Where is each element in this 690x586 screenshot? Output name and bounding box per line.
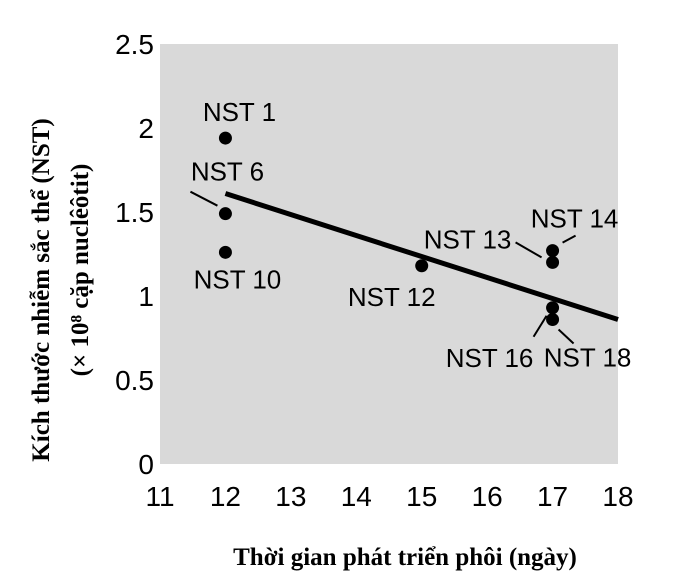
y-tick-label: 2.5 bbox=[115, 29, 154, 60]
data-point-nst-12 bbox=[415, 259, 429, 273]
label-nst-18: NST 18 bbox=[544, 343, 632, 373]
data-point-nst-16 bbox=[546, 301, 560, 315]
x-tick-label: 14 bbox=[341, 481, 372, 512]
data-point-nst-10 bbox=[218, 245, 232, 259]
label-nst-13: NST 13 bbox=[424, 224, 512, 254]
x-tick-label: 11 bbox=[145, 481, 174, 512]
label-nst-6: NST 6 bbox=[191, 157, 264, 187]
leader-line-nst-6 bbox=[189, 190, 218, 207]
leader-line-nst-13 bbox=[515, 241, 543, 259]
leader-line-nst-18 bbox=[557, 328, 575, 345]
data-point-nst-13 bbox=[546, 255, 560, 269]
y-tick-label: 0 bbox=[138, 449, 154, 480]
x-tick-label: 16 bbox=[472, 481, 503, 512]
leader-line-nst-14 bbox=[562, 234, 577, 244]
y-axis-title: Kích thước nhiễm sắc thể (NST) bbox=[28, 118, 55, 461]
label-nst-10: NST 10 bbox=[194, 264, 282, 294]
x-tick-label: 17 bbox=[537, 481, 568, 512]
x-tick-label: 18 bbox=[602, 481, 633, 512]
x-tick-label: 12 bbox=[210, 481, 241, 512]
label-nst-1: NST 1 bbox=[203, 97, 276, 127]
leader-line-nst-16 bbox=[532, 315, 548, 338]
data-point-nst-6 bbox=[218, 207, 232, 221]
data-point-nst-18 bbox=[546, 313, 560, 327]
y-tick-label: 1 bbox=[138, 281, 154, 312]
label-nst-16: NST 16 bbox=[446, 343, 534, 373]
x-axis-title: Thời gian phát triển phôi (ngày) bbox=[233, 544, 577, 571]
y-tick-label: 0.5 bbox=[115, 365, 154, 396]
x-tick-label: 13 bbox=[275, 481, 306, 512]
data-point-nst-1 bbox=[218, 131, 232, 145]
trend-line bbox=[224, 191, 619, 322]
data-point-nst-14 bbox=[546, 244, 560, 258]
y-axis-unit: (× 10⁸ cặp nuclêôtit) bbox=[67, 164, 94, 377]
y-tick-label: 2 bbox=[138, 113, 154, 144]
x-tick-label: 15 bbox=[406, 481, 437, 512]
label-nst-14: NST 14 bbox=[531, 204, 619, 234]
plot-area bbox=[160, 44, 618, 464]
label-nst-12: NST 12 bbox=[348, 282, 436, 312]
y-tick-label: 1.5 bbox=[115, 197, 154, 228]
